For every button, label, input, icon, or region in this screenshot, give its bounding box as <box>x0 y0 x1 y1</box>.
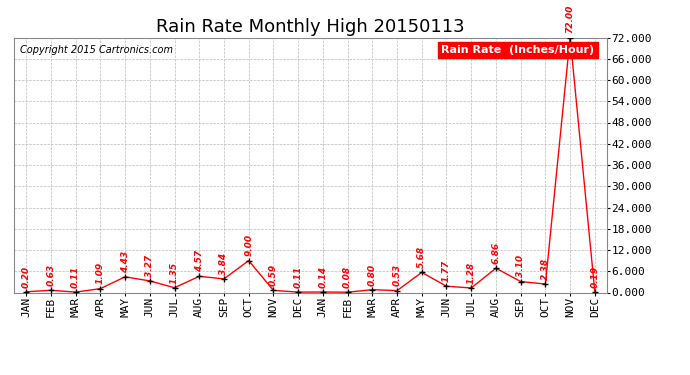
Text: 3.10: 3.10 <box>516 255 525 278</box>
Text: 1.09: 1.09 <box>96 262 105 285</box>
Title: Rain Rate Monthly High 20150113: Rain Rate Monthly High 20150113 <box>156 18 465 36</box>
Text: 5.68: 5.68 <box>417 246 426 268</box>
Text: 4.57: 4.57 <box>195 250 204 272</box>
Text: 6.86: 6.86 <box>491 242 500 264</box>
Text: 9.00: 9.00 <box>244 234 253 256</box>
Text: 0.14: 0.14 <box>318 266 327 288</box>
Text: 4.43: 4.43 <box>121 251 130 273</box>
Text: 2.38: 2.38 <box>541 258 550 280</box>
Text: Copyright 2015 Cartronics.com: Copyright 2015 Cartronics.com <box>20 45 172 55</box>
Text: 3.84: 3.84 <box>219 253 228 275</box>
Text: Rain Rate  (Inches/Hour): Rain Rate (Inches/Hour) <box>441 45 594 55</box>
Text: 0.53: 0.53 <box>393 264 402 286</box>
Text: 1.77: 1.77 <box>442 260 451 282</box>
Text: 0.80: 0.80 <box>368 263 377 285</box>
Text: 1.35: 1.35 <box>170 261 179 284</box>
Text: 0.08: 0.08 <box>343 266 352 288</box>
Text: 72.00: 72.00 <box>566 5 575 33</box>
Text: 0.19: 0.19 <box>591 266 600 288</box>
Text: 0.59: 0.59 <box>269 264 278 286</box>
Text: 0.11: 0.11 <box>294 266 303 288</box>
Text: 0.20: 0.20 <box>21 266 30 288</box>
Text: 0.11: 0.11 <box>71 266 80 288</box>
Text: 1.28: 1.28 <box>466 262 475 284</box>
Text: 3.27: 3.27 <box>146 255 155 277</box>
Text: 0.63: 0.63 <box>46 264 55 286</box>
